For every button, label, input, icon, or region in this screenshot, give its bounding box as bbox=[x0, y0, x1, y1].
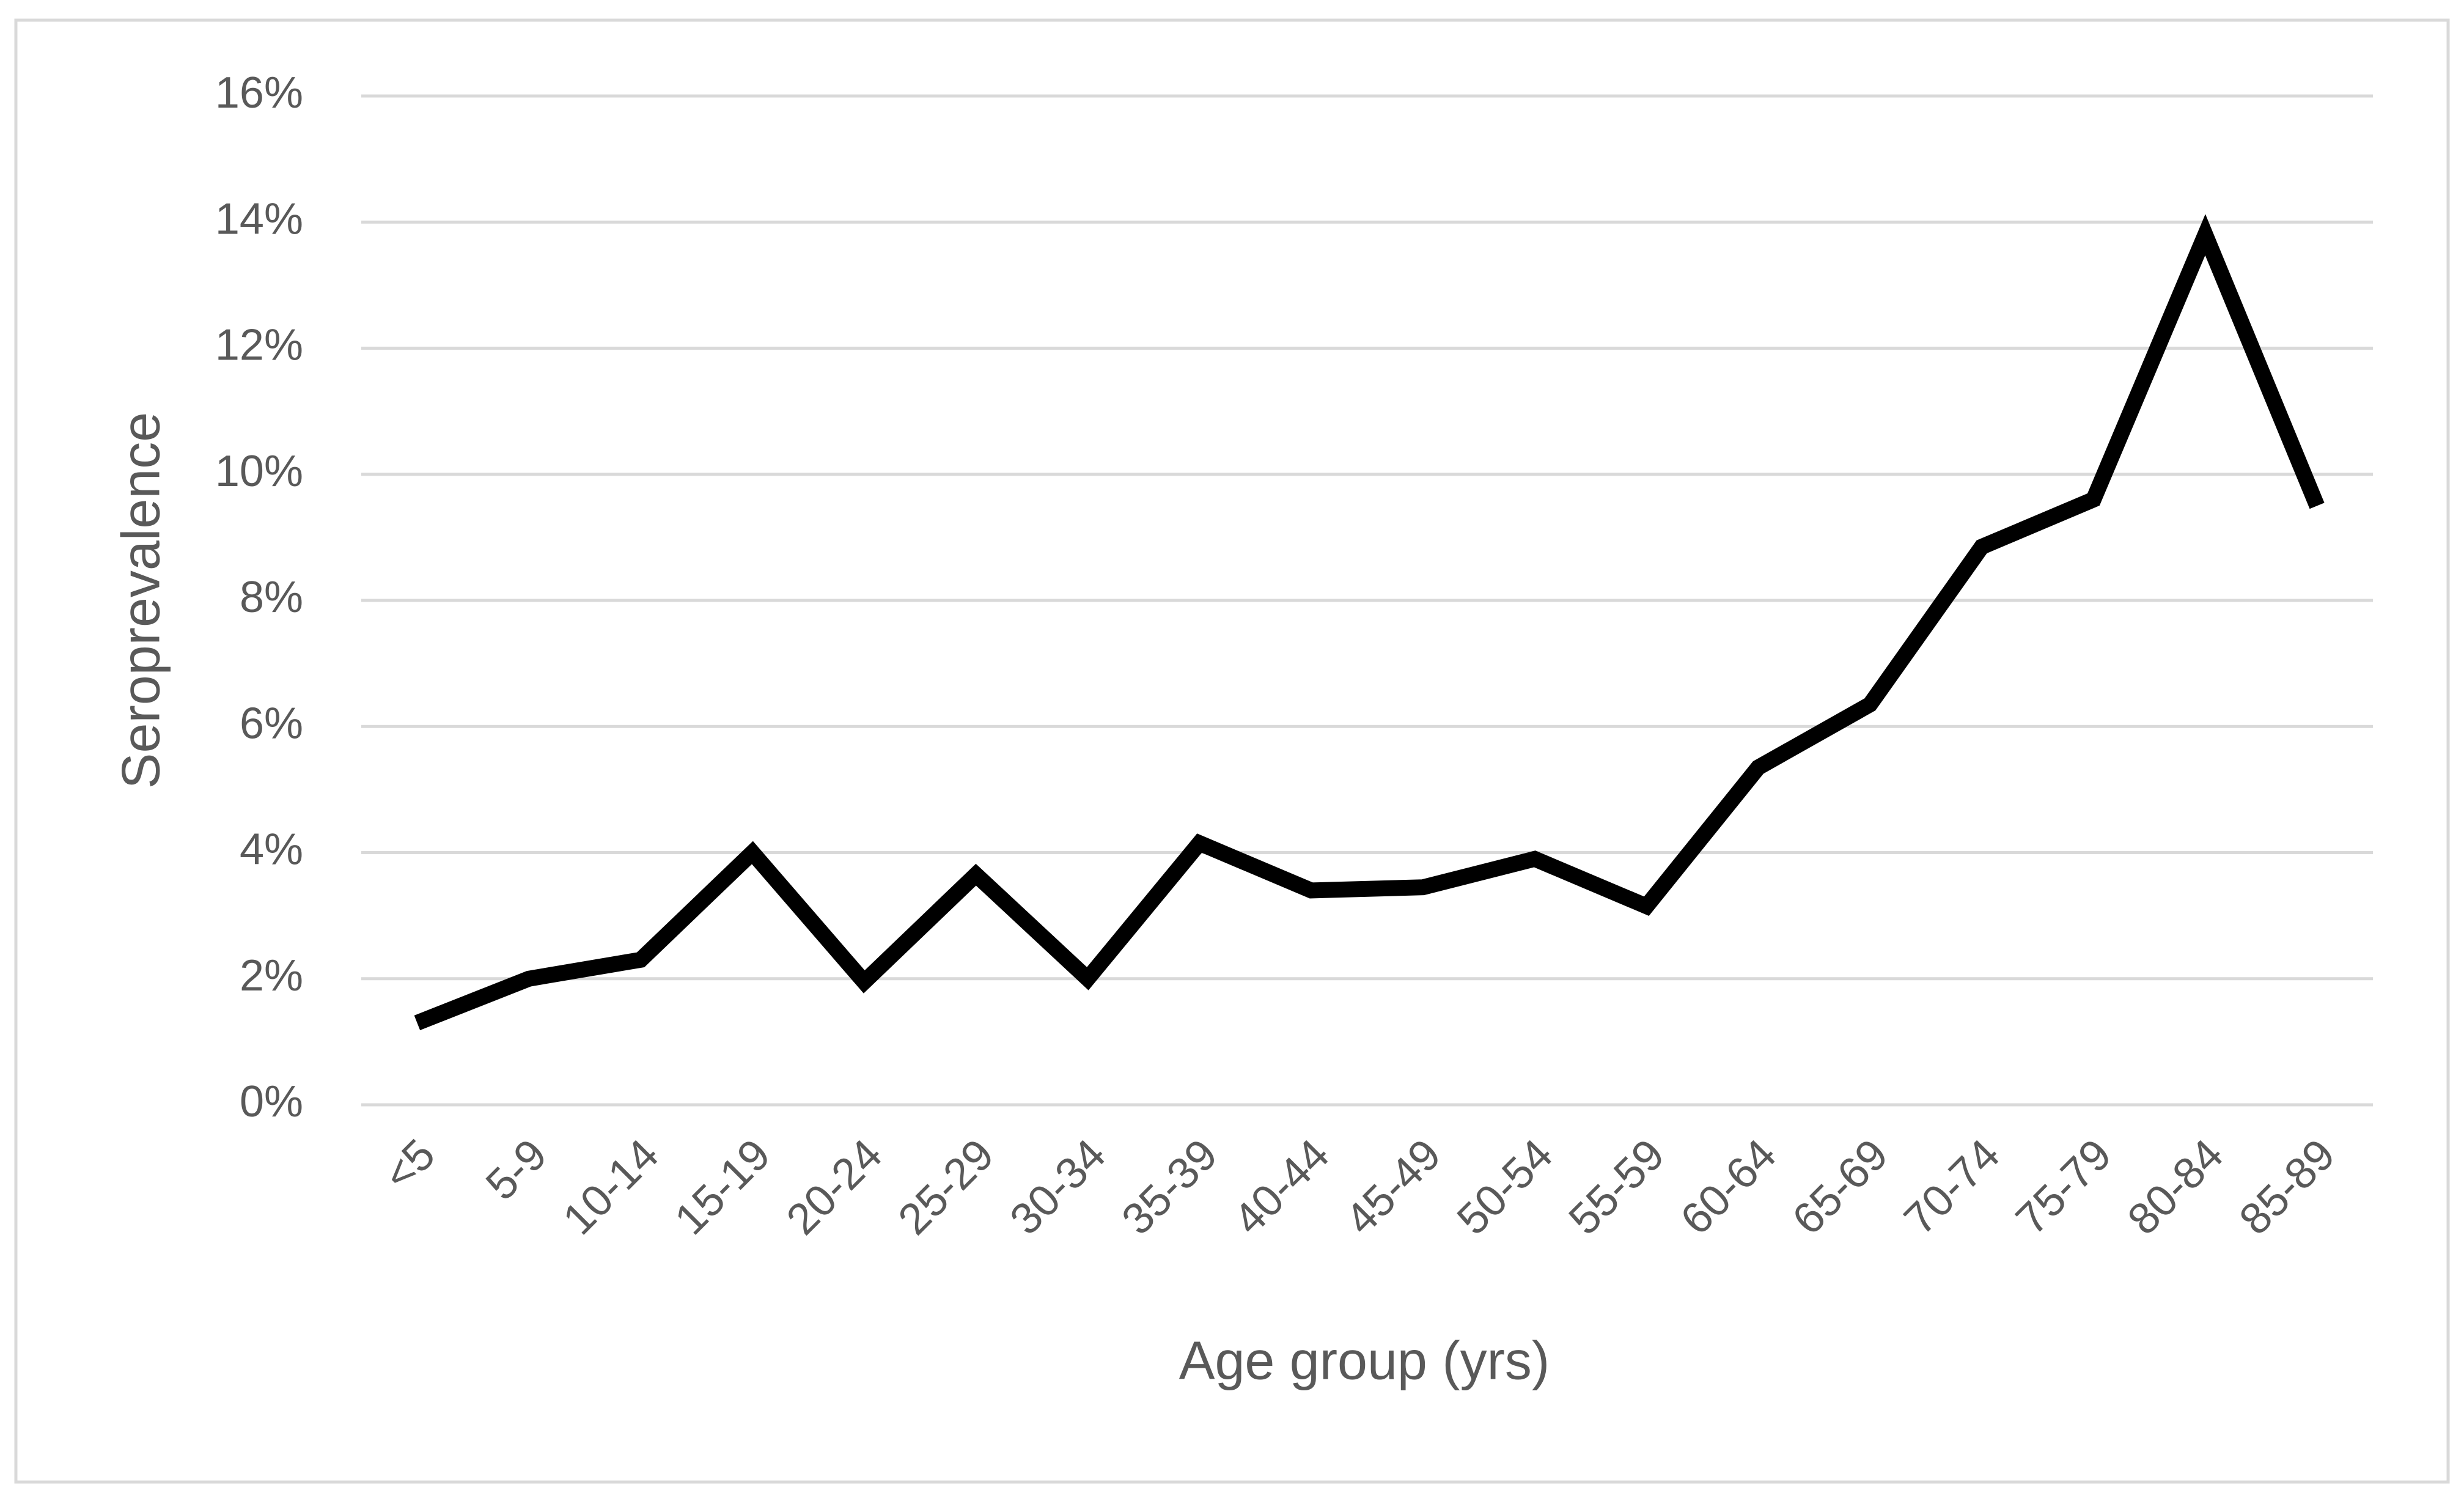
y-tick-label: 8% bbox=[240, 573, 303, 622]
y-tick-label: 2% bbox=[240, 951, 303, 1000]
chart-border bbox=[14, 18, 2450, 1484]
y-tick-label: 10% bbox=[215, 447, 303, 496]
y-tick-label: 0% bbox=[240, 1077, 303, 1126]
y-axis-title: Seroprevalence bbox=[110, 412, 171, 789]
y-tick-label: 16% bbox=[215, 68, 303, 117]
y-tick-label: 12% bbox=[215, 321, 303, 370]
y-tick-label: 6% bbox=[240, 699, 303, 748]
y-tick-label: 14% bbox=[215, 194, 303, 243]
data-line bbox=[414, 214, 2325, 1031]
x-axis-title: Age group (yrs) bbox=[1179, 1330, 1550, 1390]
y-tick-label: 4% bbox=[240, 825, 303, 874]
